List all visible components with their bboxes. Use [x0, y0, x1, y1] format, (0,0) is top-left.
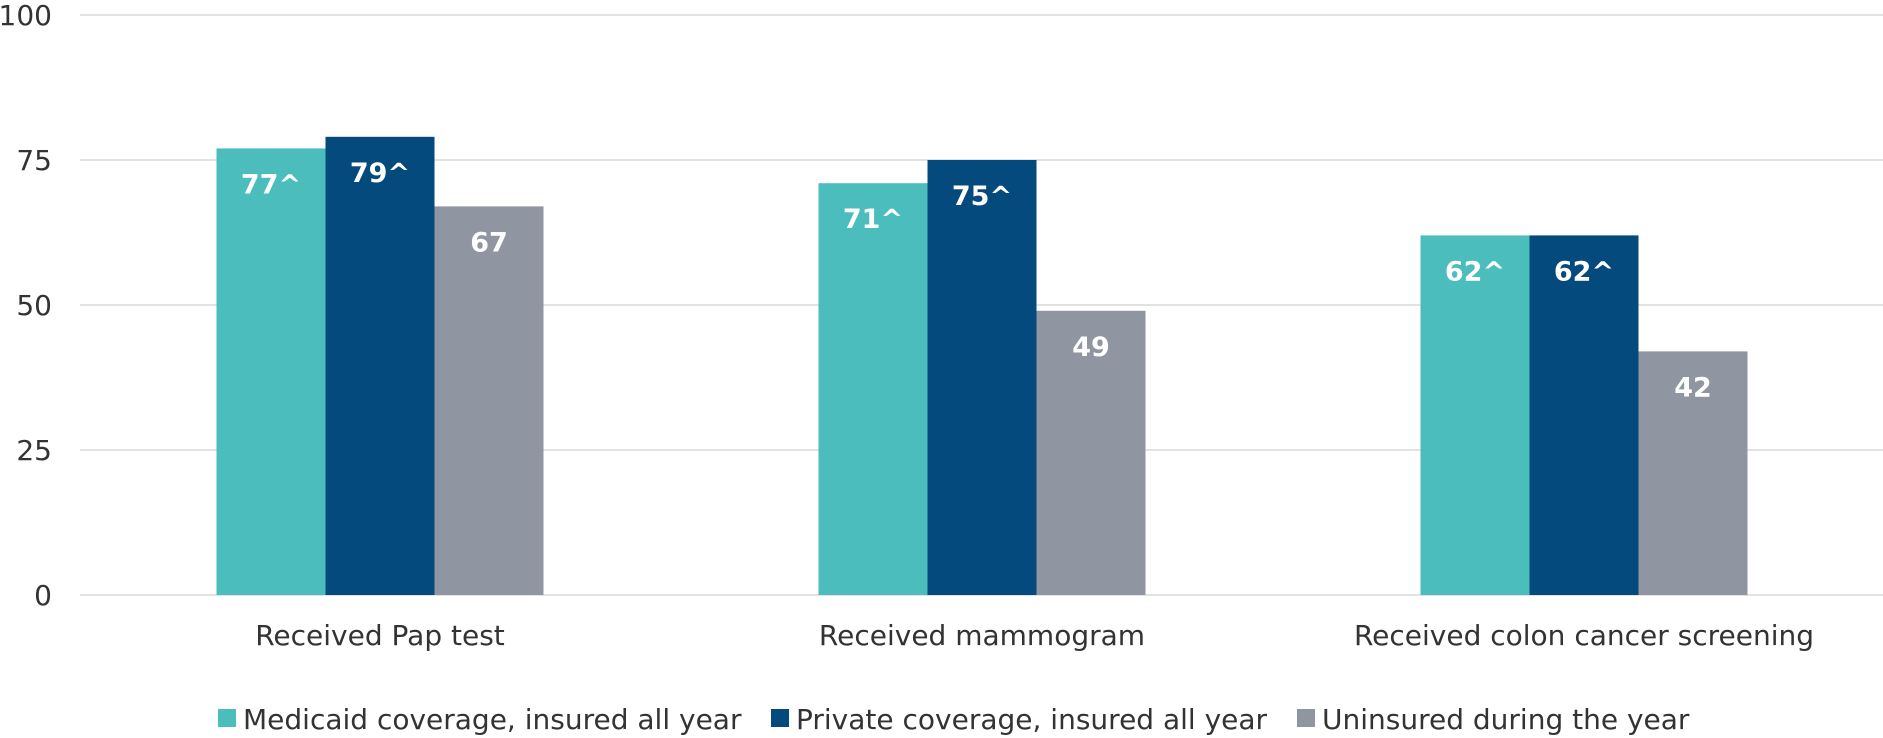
data-label-1-1: 75^: [952, 181, 1012, 212]
bar-1-1: [927, 160, 1037, 595]
bar-0-0: [216, 148, 326, 595]
y-tick-label-100: 100: [0, 0, 52, 32]
bar-2-1: [1529, 235, 1639, 595]
legend-label-1: Private coverage, insured all year: [796, 703, 1268, 736]
bar-2-0: [1420, 235, 1530, 595]
y-tick-label-75: 75: [16, 144, 52, 177]
data-label-2-2: 42: [1674, 372, 1712, 403]
bar-0-1: [325, 136, 435, 596]
data-label-1-2: 49: [1072, 332, 1110, 363]
legend-label-2: Uninsured during the year: [1322, 703, 1690, 736]
legend: Medicaid coverage, insured all year Priva…: [218, 703, 1690, 736]
y-tick-label-0: 0: [34, 579, 52, 612]
x-category-label-0: Received Pap test: [255, 619, 505, 652]
y-tick-label-25: 25: [16, 434, 52, 467]
legend-swatch-1: [771, 709, 789, 727]
data-label-2-1: 62^: [1554, 256, 1614, 287]
bar-0-2: [434, 206, 544, 595]
data-label-2-0: 62^: [1445, 256, 1505, 287]
data-label-1-0: 71^: [843, 204, 903, 235]
data-label-0-1: 79^: [350, 158, 410, 189]
bar-1-2: [1036, 310, 1146, 595]
y-tick-label-50: 50: [16, 289, 52, 322]
bars: 77^ 79^ 67 71^ 75^ 49 62^ 62^ 42: [216, 136, 1748, 596]
legend-swatch-2: [1297, 709, 1315, 727]
bar-2-2: [1638, 351, 1748, 595]
bar-1-0: [818, 183, 928, 595]
y-axis: 0 25 50 75 100: [0, 0, 52, 612]
x-category-label-2: Received colon cancer screening: [1354, 619, 1814, 652]
data-label-0-2: 67: [470, 227, 508, 258]
legend-swatch-0: [218, 709, 236, 727]
legend-label-0: Medicaid coverage, insured all year: [243, 703, 742, 736]
x-category-label-1: Received mammogram: [819, 619, 1145, 652]
x-axis: Received Pap test Received mammogram Recei…: [255, 619, 1814, 652]
data-label-0-0: 77^: [241, 169, 301, 200]
